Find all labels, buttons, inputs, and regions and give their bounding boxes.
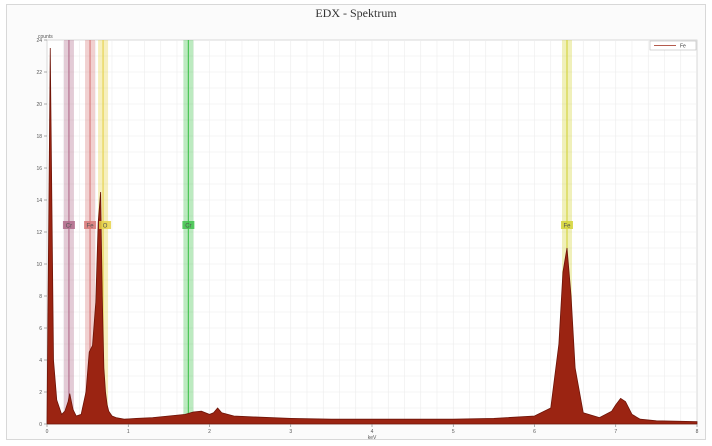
element-label: Cr: [185, 224, 191, 230]
y-tick-label: 8: [39, 294, 42, 300]
element-label-box: [561, 221, 573, 229]
y-tick-label: 18: [36, 134, 42, 140]
element-label: Cr: [66, 224, 72, 230]
spectrum-plot: [46, 47, 698, 425]
x-tick-label: 3: [289, 429, 292, 435]
element-line-bands: [63, 40, 572, 424]
spectrum-area: [46, 47, 698, 425]
y-tick-label: 2: [39, 390, 42, 396]
y-tick-label: 24: [36, 38, 42, 44]
y-tick-label: 22: [36, 70, 42, 76]
y-tick-label: 6: [39, 326, 42, 332]
x-tick-label: 8: [696, 429, 699, 435]
y-tick-label: 12: [36, 230, 42, 236]
x-tick-label: 0: [46, 429, 49, 435]
y-tick-label: 4: [39, 358, 42, 364]
element-label-box: [84, 221, 97, 229]
legend: Fe: [649, 40, 697, 51]
y-tick-label: 20: [36, 102, 42, 108]
element-label-box: [182, 221, 195, 229]
y-tick-label: 14: [36, 198, 42, 204]
y-tick-label: 16: [36, 166, 42, 172]
x-tick-label: 1: [127, 429, 130, 435]
x-tick-label: 2: [208, 429, 211, 435]
y-tick-label: 0: [39, 422, 42, 428]
element-label: O: [103, 224, 108, 230]
x-axis-label: keV: [368, 435, 377, 441]
x-tick-label: 6: [533, 429, 536, 435]
element-labels: Cr Fe O Cr Fe: [62, 221, 573, 230]
element-label-box: [99, 221, 112, 229]
element-label-box: [62, 221, 75, 229]
grid-lines: [47, 40, 697, 424]
element-label: Fe: [563, 224, 571, 230]
x-tick-label: 5: [452, 429, 455, 435]
x-tick-label: 7: [614, 429, 617, 435]
chart-title: EDX - Spektrum: [315, 6, 397, 20]
x-axis-ticks: 0 1 2 3 4 5 6 7 8: [46, 424, 699, 435]
y-axis-label: counts: [38, 34, 53, 40]
y-tick-label: 10: [36, 262, 42, 268]
element-label: Fe: [87, 224, 95, 230]
x-tick-label: 4: [371, 429, 374, 435]
legend-entry: Fe: [680, 44, 686, 50]
